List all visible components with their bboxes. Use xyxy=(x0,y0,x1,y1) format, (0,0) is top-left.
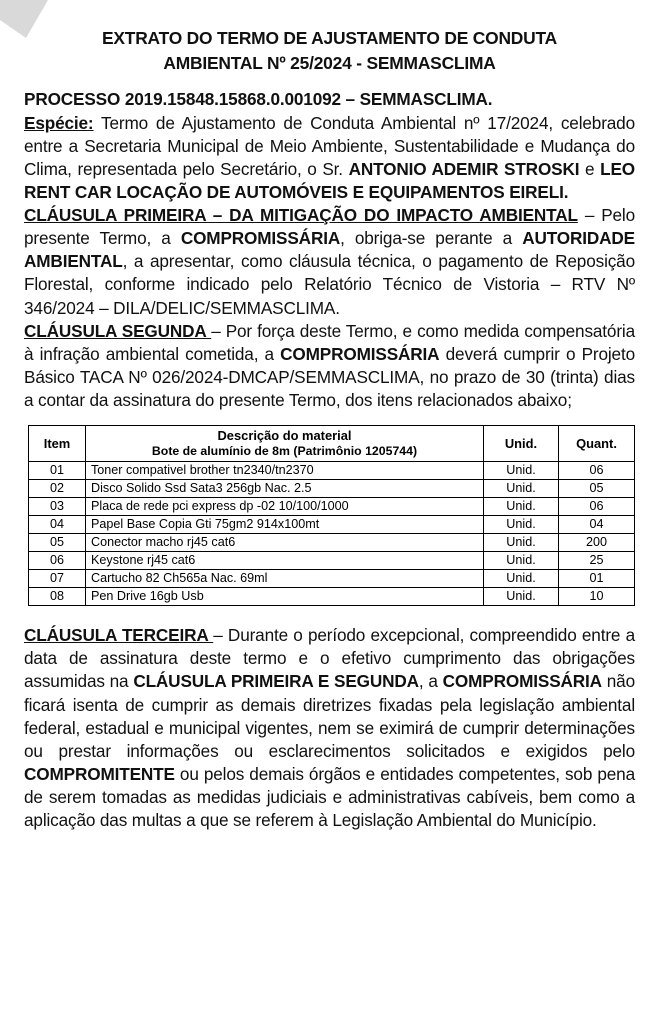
table-row: 01 Toner compativel brother tn2340/tn2370… xyxy=(28,461,635,481)
document-page: EXTRATO DO TERMO DE AJUSTAMENTO DE CONDU… xyxy=(24,28,635,832)
clause-third-heading: CLÁUSULA TERCEIRA xyxy=(24,625,214,646)
table-header: Item Descrição do material Bote de alumí… xyxy=(28,425,635,463)
cell-quantity: 05 xyxy=(558,479,635,499)
introduction-block: PROCESSO 2019.15848.15868.0.001092 – SEM… xyxy=(24,88,635,412)
cell-unit: Unid. xyxy=(483,461,559,481)
clause-first-text-c: , a apresentar, como cláusula técnica, o… xyxy=(24,251,635,318)
cell-unit: Unid. xyxy=(483,569,559,589)
especie-text: Termo de Ajustamento de Conduta Ambienta… xyxy=(24,112,635,179)
process-number-line: PROCESSO 2019.15848.15868.0.001092 – SEM… xyxy=(24,89,493,110)
table-body: 01 Toner compativel brother tn2340/tn2370… xyxy=(28,461,635,607)
clause-first-text-b: , obriga-se perante a xyxy=(340,228,523,249)
signatory-company-name: LEO RENT CAR LOCAÇÃO DE AUTOMÓVEIS E EQU… xyxy=(24,158,635,202)
cell-item: 08 xyxy=(28,587,86,607)
cell-item: 07 xyxy=(28,569,86,589)
clause-second-paragraph: CLÁUSULA SEGUNDA – Por força deste Termo… xyxy=(24,320,635,413)
clause-third-text-c: não ficará isenta de cumprir as demais d… xyxy=(24,671,635,761)
cell-unit: Unid. xyxy=(483,551,559,571)
page-title: EXTRATO DO TERMO DE AJUSTAMENTO DE CONDU… xyxy=(101,28,558,73)
cell-quantity: 10 xyxy=(558,587,635,607)
clause-primeira-segunda-term: CLÁUSULA PRIMEIRA E SEGUNDA xyxy=(133,671,419,692)
clause-first-text-a: – Pelo presente Termo, a xyxy=(24,205,635,249)
cell-unit: Unid. xyxy=(483,515,559,535)
column-header-description-line2: Bote de alumínio de 8m (Patrimônio 12057… xyxy=(151,444,418,459)
signatory-secretary-name: ANTONIO ADEMIR STROSKI xyxy=(348,158,580,179)
clause-second-heading: CLÁUSULA SEGUNDA xyxy=(24,320,212,341)
cell-description: Conector macho rj45 cat6 xyxy=(85,533,484,553)
autoridade-ambiental-term: AUTORIDADE AMBIENTAL xyxy=(24,228,635,272)
cell-quantity: 200 xyxy=(558,533,635,553)
compromissaria-term-2: COMPROMISSÁRIA xyxy=(280,343,440,364)
cell-unit: Unid. xyxy=(483,497,559,517)
signatory-conjunction: e xyxy=(579,158,601,179)
column-header-item: Item xyxy=(28,425,86,463)
process-and-especie-paragraph: PROCESSO 2019.15848.15868.0.001092 – SEM… xyxy=(24,88,635,204)
closing-block: CLÁUSULA TERCEIRA – Durante o período ex… xyxy=(24,624,635,832)
cell-item: 02 xyxy=(28,479,86,499)
comprometente-term: COMPROMITENTE xyxy=(24,763,175,784)
table-row: 04 Papel Base Copia Gti 75gm2 914x100mt Un… xyxy=(28,515,635,535)
table-row: 05 Conector macho rj45 cat6 Unid. 200 xyxy=(28,533,635,553)
cell-unit: Unid. xyxy=(483,533,559,553)
cell-description: Pen Drive 16gb Usb xyxy=(85,587,484,607)
cell-quantity: 06 xyxy=(558,461,635,481)
clause-third-paragraph: CLÁUSULA TERCEIRA – Durante o período ex… xyxy=(24,624,635,832)
clause-third-text-d: ou pelos demais órgãos e entidades compe… xyxy=(24,763,635,831)
materials-table: Item Descrição do material Bote de alumí… xyxy=(28,425,635,607)
cell-unit: Unid. xyxy=(483,587,559,607)
especie-label: Espécie: xyxy=(24,112,94,133)
cell-quantity: 04 xyxy=(558,515,635,535)
cell-item: 05 xyxy=(28,533,86,553)
clause-third-text-a: – Durante o período excepcional, compree… xyxy=(24,625,635,692)
cell-quantity: 06 xyxy=(558,497,635,517)
cell-item: 03 xyxy=(28,497,86,517)
clause-second-text-b: deverá cumprir o Projeto Básico TACA Nº … xyxy=(24,343,635,411)
clause-second-dash: – Por força deste Termo, e como medida c… xyxy=(24,320,635,364)
table-row: 06 Keystone rj45 cat6 Unid. 25 xyxy=(28,551,635,571)
cell-description: Cartucho 82 Ch565a Nac. 69ml xyxy=(85,569,484,589)
column-header-description-line1: Descrição do material xyxy=(217,428,352,444)
cell-description: Placa de rede pci express dp -02 10/100/… xyxy=(85,497,484,517)
compromissaria-term-1: COMPROMISSÁRIA xyxy=(180,228,341,249)
cell-unit: Unid. xyxy=(483,479,559,499)
column-header-quantity: Quant. xyxy=(558,425,635,463)
table-row: 03 Placa de rede pci express dp -02 10/10… xyxy=(28,497,635,517)
clause-first-paragraph: CLÁUSULA PRIMEIRA – DA MITIGAÇÃO DO IMPA… xyxy=(24,204,635,320)
cell-item: 04 xyxy=(28,515,86,535)
table-row: 08 Pen Drive 16gb Usb Unid. 10 xyxy=(28,587,635,607)
clause-third-text-b: , a xyxy=(418,671,443,692)
cell-description: Toner compativel brother tn2340/tn2370 xyxy=(85,461,484,481)
column-header-unit: Unid. xyxy=(483,425,559,463)
table-row: 02 Disco Solido Ssd Sata3 256gb Nac. 2.5 U… xyxy=(28,479,635,499)
cell-description: Papel Base Copia Gti 75gm2 914x100mt xyxy=(85,515,484,535)
compromissaria-term-3: COMPROMISSÁRIA xyxy=(442,671,602,692)
cell-item: 01 xyxy=(28,461,86,481)
clause-first-heading: CLÁUSULA PRIMEIRA – DA MITIGAÇÃO DO IMPA… xyxy=(24,205,578,226)
cell-description: Disco Solido Ssd Sata3 256gb Nac. 2.5 xyxy=(85,479,484,499)
table-header-row: Item Descrição do material Bote de alumí… xyxy=(28,425,635,463)
cell-quantity: 25 xyxy=(558,551,635,571)
cell-description: Keystone rj45 cat6 xyxy=(85,551,484,571)
table-row: 07 Cartucho 82 Ch565a Nac. 69ml Unid. 01 xyxy=(28,569,635,589)
column-header-description: Descrição do material Bote de alumínio d… xyxy=(85,425,484,463)
cell-quantity: 01 xyxy=(558,569,635,589)
cell-item: 06 xyxy=(28,551,86,571)
